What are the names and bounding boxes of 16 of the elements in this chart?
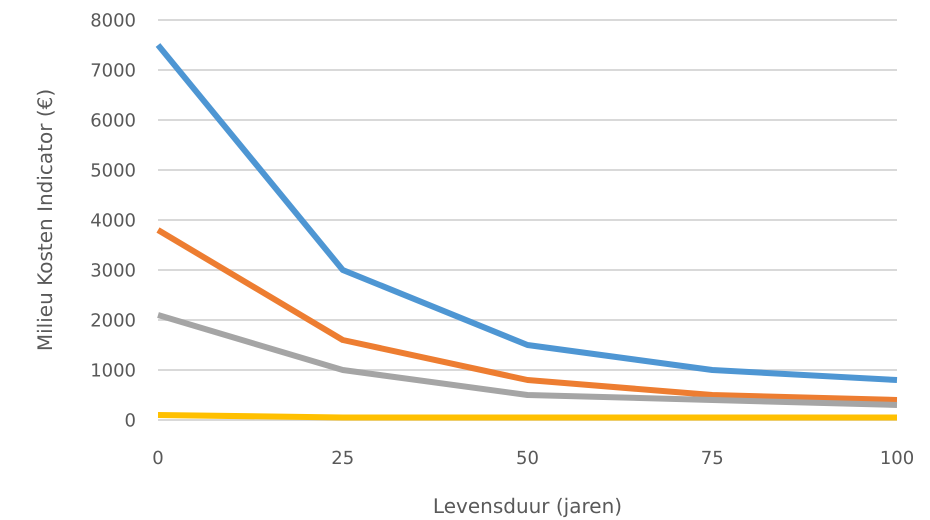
y-tick-label: 4000 [90,210,136,232]
x-axis-title: Levensduur (jaren) [432,494,622,518]
y-tick-label: 0 [124,410,136,432]
y-tick-label: 1000 [90,360,136,382]
x-tick-label: 75 [700,448,724,469]
x-tick-label: 50 [516,448,539,469]
y-tick-label: 7000 [90,60,136,82]
y-axis-title: Milieu Kosten Indicator (€) [33,88,57,352]
y-tick-label: 6000 [90,110,136,132]
x-tick-label: 0 [152,448,164,469]
x-tick-label: 25 [331,448,354,469]
y-tick-label: 5000 [90,160,136,182]
y-tick-label: 2000 [90,310,136,332]
x-tick-label: 100 [880,448,914,469]
y-tick-label: 3000 [90,260,136,282]
y-tick-label: 8000 [90,10,136,32]
